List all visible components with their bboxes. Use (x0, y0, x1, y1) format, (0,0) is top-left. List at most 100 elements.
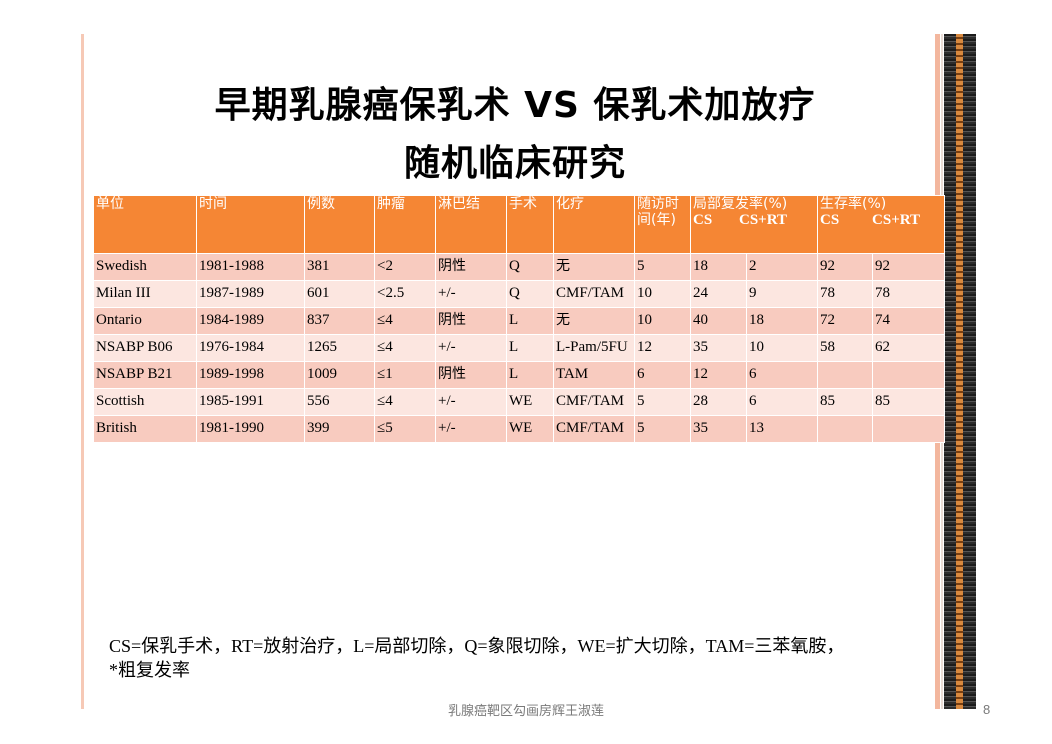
cell-sv-cs: 78 (817, 280, 874, 308)
header-cases: 例数 (304, 195, 375, 254)
cell-surgery: L (506, 334, 554, 362)
cell-chemo: 无 (553, 307, 635, 335)
cell-lymph: +/- (435, 388, 507, 416)
cell-tumor: ≤4 (374, 307, 436, 335)
cell-lr-csrt: 18 (745, 307, 819, 335)
cell-surgery: Q (506, 253, 554, 281)
header-unit: 单位 (93, 195, 197, 254)
cell-lymph: 阴性 (435, 253, 507, 281)
table-row: Ontario 1984-1989 837 ≤4 阴性 L 无 10 40 18… (93, 307, 946, 335)
cell-cases: 601 (304, 280, 375, 308)
cell-sv-cs: 72 (817, 307, 874, 335)
cell-tumor: ≤5 (374, 415, 436, 443)
cell-unit: Milan III (93, 280, 197, 308)
header-lymph-node: 淋巴结 (435, 195, 507, 254)
cell-lr-csrt: 6 (745, 361, 819, 389)
cell-sv-csrt: 85 (872, 388, 946, 416)
cell-followup: 12 (634, 334, 691, 362)
cell-followup: 10 (634, 307, 691, 335)
cell-lr-cs: 12 (690, 361, 747, 389)
cell-chemo: CMF/TAM (553, 280, 635, 308)
cell-tumor: ≤1 (374, 361, 436, 389)
cell-lr-csrt: 6 (745, 388, 819, 416)
table-row: Milan III 1987-1989 601 <2.5 +/- Q CMF/T… (93, 280, 946, 308)
cell-sv-csrt (872, 415, 946, 443)
header-local-recurrence-sub: CS CS+RT (693, 212, 815, 228)
footnote-line1: CS=保乳手术，RT=放射治疗，L=局部切除，Q=象限切除，WE=扩大切除，TA… (109, 636, 845, 656)
cell-cases: 837 (304, 307, 375, 335)
table-header-row: 单位 时间 例数 肿瘤 淋巴结 手术 化疗 随访时间(年) 局部复发率(%) C… (93, 195, 946, 254)
cell-lr-cs: 35 (690, 334, 747, 362)
header-local-recurrence: 局部复发率(%) CS CS+RT (689, 195, 819, 254)
cell-lr-csrt: 9 (745, 280, 819, 308)
cell-unit: Scottish (93, 388, 197, 416)
cell-time: 1985-1991 (196, 388, 305, 416)
cell-sv-csrt: 74 (872, 307, 946, 335)
cell-sv-cs: 85 (817, 388, 874, 416)
cell-cases: 381 (304, 253, 375, 281)
page-number: 8 (983, 702, 991, 717)
cell-time: 1984-1989 (196, 307, 305, 335)
cell-followup: 5 (634, 253, 691, 281)
cell-lymph: 阴性 (435, 361, 507, 389)
footnote-line2: *粗复发率 (109, 660, 190, 680)
header-time: 时间 (196, 195, 305, 254)
cell-sv-cs: 58 (817, 334, 874, 362)
cell-chemo: CMF/TAM (553, 388, 635, 416)
cell-surgery: WE (506, 415, 554, 443)
cell-time: 1976-1984 (196, 334, 305, 362)
cell-lymph: +/- (435, 280, 507, 308)
cell-unit: NSABP B06 (93, 334, 197, 362)
left-divider-line (81, 34, 84, 709)
cell-surgery: L (506, 307, 554, 335)
cell-lr-csrt: 2 (745, 253, 819, 281)
cell-chemo: CMF/TAM (553, 415, 635, 443)
table-row: NSABP B06 1976-1984 1265 ≤4 +/- L L-Pam/… (93, 334, 946, 362)
trials-table: 单位 时间 例数 肿瘤 淋巴结 手术 化疗 随访时间(年) 局部复发率(%) C… (93, 195, 946, 443)
cell-lymph: 阴性 (435, 307, 507, 335)
cell-time: 1981-1990 (196, 415, 305, 443)
header-tumor: 肿瘤 (374, 195, 436, 254)
cell-sv-csrt: 78 (872, 280, 946, 308)
cell-lr-cs: 35 (690, 415, 747, 443)
cell-tumor: <2.5 (374, 280, 436, 308)
cell-lr-cs: 24 (690, 280, 747, 308)
cell-followup: 10 (634, 280, 691, 308)
header-sv-csrt: CS+RT (872, 212, 921, 228)
cell-lr-cs: 40 (690, 307, 747, 335)
table-row: Scottish 1985-1991 556 ≤4 +/- WE CMF/TAM… (93, 388, 946, 416)
cell-cases: 556 (304, 388, 375, 416)
cell-followup: 5 (634, 415, 691, 443)
cell-followup: 6 (634, 361, 691, 389)
header-lr-csrt: CS+RT (739, 212, 788, 228)
cell-lr-cs: 18 (690, 253, 747, 281)
cell-lr-csrt: 10 (745, 334, 819, 362)
header-survival-sub: CS CS+RT (820, 212, 942, 228)
slide-title-line1: 早期乳腺癌保乳术 VS 保乳术加放疗 (214, 85, 816, 126)
header-local-recurrence-label: 局部复发率(%) (693, 196, 788, 212)
cell-chemo: TAM (553, 361, 635, 389)
cell-surgery: Q (506, 280, 554, 308)
table-row: British 1981-1990 399 ≤5 +/- WE CMF/TAM … (93, 415, 946, 443)
cell-lr-cs: 28 (690, 388, 747, 416)
cell-tumor: ≤4 (374, 334, 436, 362)
slide-footer: 乳腺癌靶区勾画房辉王淑莲 (447, 704, 604, 719)
cell-unit: Ontario (93, 307, 197, 335)
cell-lr-csrt: 13 (745, 415, 819, 443)
cell-time: 1987-1989 (196, 280, 305, 308)
header-sv-cs: CS (820, 212, 840, 228)
cell-time: 1981-1988 (196, 253, 305, 281)
cell-chemo: 无 (553, 253, 635, 281)
cell-surgery: WE (506, 388, 554, 416)
cell-lymph: +/- (435, 334, 507, 362)
cell-unit: British (93, 415, 197, 443)
cell-time: 1989-1998 (196, 361, 305, 389)
cell-tumor: <2 (374, 253, 436, 281)
cell-cases: 1265 (304, 334, 375, 362)
table-row: Swedish 1981-1988 381 <2 阴性 Q 无 5 18 2 9… (93, 253, 946, 281)
table-row: NSABP B21 1989-1998 1009 ≤1 阴性 L TAM 6 1… (93, 361, 946, 389)
cell-sv-cs (817, 361, 874, 389)
cell-unit: Swedish (93, 253, 197, 281)
cell-cases: 1009 (304, 361, 375, 389)
